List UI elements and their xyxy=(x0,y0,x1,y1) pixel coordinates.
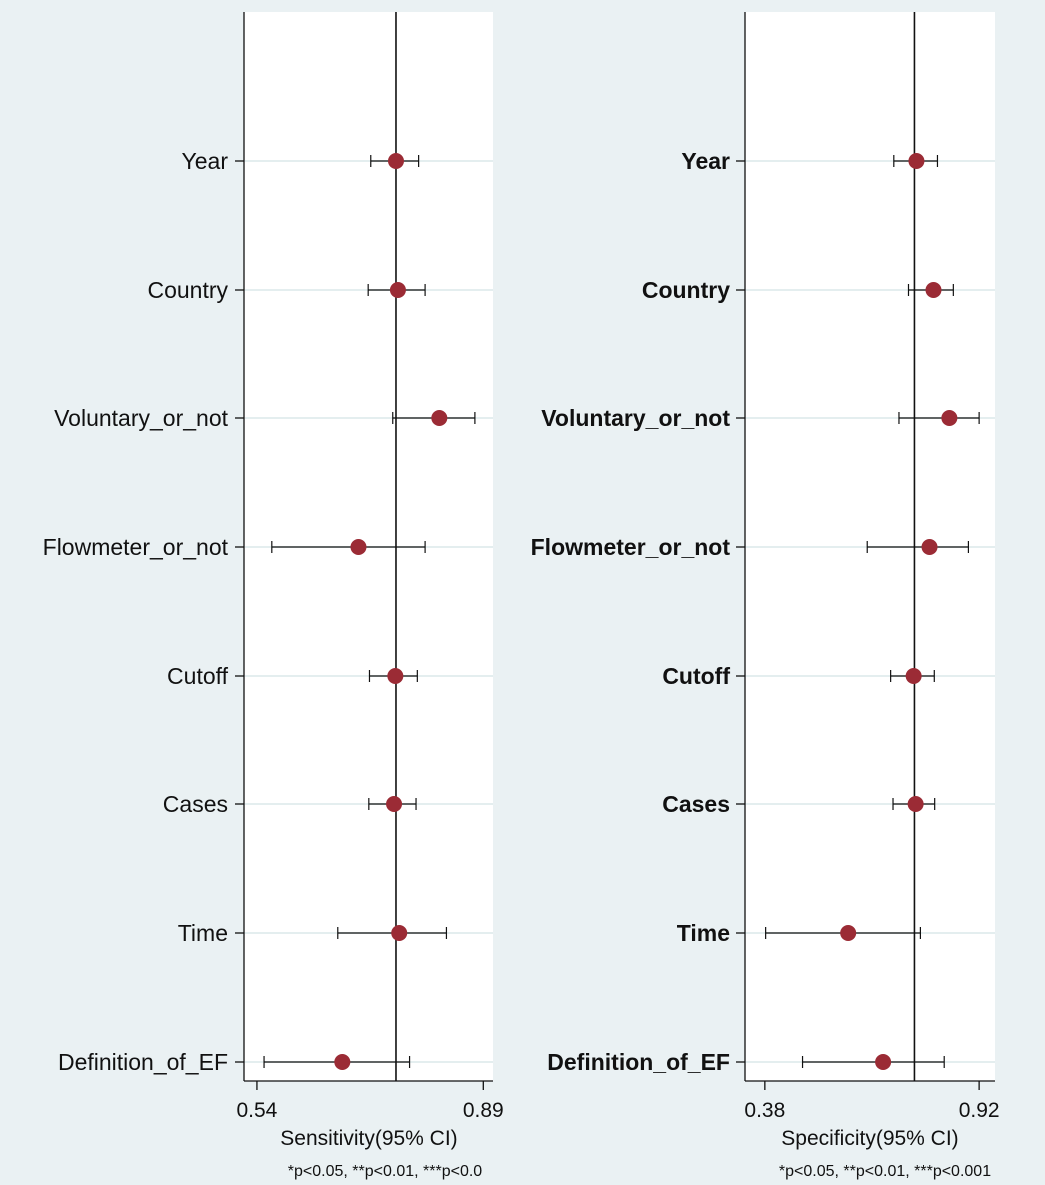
x-tick-label: 0.54 xyxy=(236,1099,277,1122)
x-tick-label: 0.38 xyxy=(744,1099,785,1122)
category-label: Country xyxy=(147,277,228,303)
category-label: Cutoff xyxy=(167,663,229,689)
point-estimate xyxy=(875,1054,892,1070)
point-estimate xyxy=(907,796,924,812)
point-estimate xyxy=(387,668,404,684)
point-estimate xyxy=(925,282,942,298)
point-estimate xyxy=(387,153,404,169)
x-axis-label: Sensitivity(95% CI) xyxy=(280,1127,457,1150)
sensitivity-forest-panel: Year Country Voluntary_or_not Flowmeter_or_… xyxy=(43,12,504,1180)
category-label: Definition_of_EF xyxy=(547,1049,730,1075)
category-label: Cases xyxy=(163,791,228,817)
category-label: Time xyxy=(677,920,730,946)
point-estimate xyxy=(350,539,367,555)
category-label: Flowmeter_or_not xyxy=(43,534,229,560)
category-label: Flowmeter_or_not xyxy=(531,534,731,560)
category-label: Year xyxy=(681,148,730,174)
point-estimate xyxy=(908,153,925,169)
point-estimate xyxy=(386,796,403,812)
category-label: Country xyxy=(642,277,730,303)
point-estimate xyxy=(941,410,958,426)
category-label: Voluntary_or_not xyxy=(54,405,229,431)
x-axis-label: Specificity(95% CI) xyxy=(781,1127,958,1150)
footnote: *p<0.05, **p<0.01, ***p<0.0 xyxy=(288,1163,482,1180)
category-label: Year xyxy=(182,148,229,174)
category-label: Cutoff xyxy=(662,663,730,689)
point-estimate xyxy=(840,925,857,941)
category-label: Voluntary_or_not xyxy=(541,405,730,431)
point-estimate xyxy=(389,282,406,298)
x-tick-label: 0.89 xyxy=(463,1099,504,1122)
point-estimate xyxy=(921,539,938,555)
category-label: Cases xyxy=(662,791,730,817)
point-estimate xyxy=(905,668,922,684)
category-label: Time xyxy=(178,920,228,946)
point-estimate xyxy=(431,410,448,426)
point-estimate xyxy=(391,925,408,941)
x-tick-label: 0.92 xyxy=(959,1099,1000,1122)
category-label: Definition_of_EF xyxy=(58,1049,228,1075)
point-estimate xyxy=(334,1054,351,1070)
specificity-forest-panel: Year Country Voluntary_or_not Flowmeter_or_… xyxy=(531,12,1000,1180)
footnote: *p<0.05, **p<0.01, ***p<0.001 xyxy=(779,1163,991,1180)
